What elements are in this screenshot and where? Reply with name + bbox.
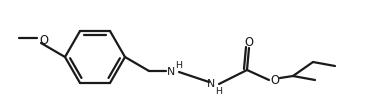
Text: N: N — [207, 79, 215, 89]
Text: N: N — [167, 67, 175, 77]
Text: O: O — [244, 36, 253, 48]
Text: O: O — [40, 34, 48, 48]
Text: O: O — [270, 75, 279, 87]
Text: H: H — [175, 60, 182, 70]
Text: H: H — [215, 87, 222, 97]
